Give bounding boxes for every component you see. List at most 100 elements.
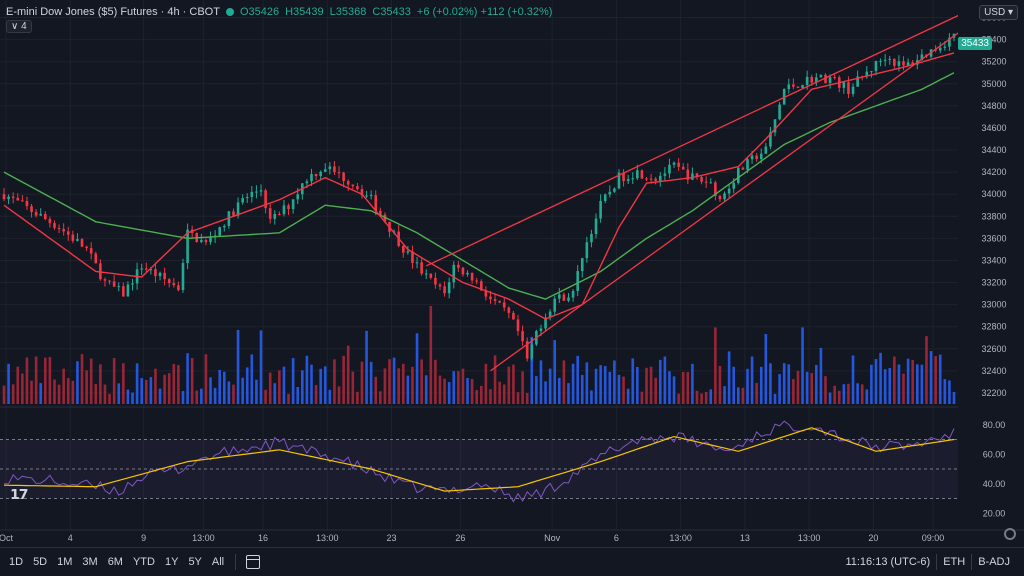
candle-body — [645, 178, 648, 180]
volume-bar — [837, 390, 841, 404]
candle-body — [172, 283, 176, 286]
ohlc-high: H35439 — [285, 6, 324, 18]
candle-body — [34, 212, 38, 216]
volume-bar — [342, 355, 345, 404]
session-toggle[interactable]: ETH — [943, 556, 966, 568]
volume-bar — [925, 336, 928, 404]
volume-bar — [732, 366, 736, 404]
candle-body — [521, 331, 524, 342]
candle-body — [562, 294, 566, 301]
volume-bar — [39, 383, 43, 404]
time-tick-label: 20 — [868, 533, 878, 543]
candle-body — [502, 302, 506, 308]
candle-body — [723, 193, 726, 200]
volume-bar — [759, 366, 763, 404]
volume-bar — [200, 388, 203, 404]
timeframe-button[interactable]: 1D — [9, 556, 24, 568]
rsi-pane — [0, 420, 958, 503]
candle-body — [99, 263, 102, 280]
candle-body — [383, 214, 387, 222]
volume-bar — [773, 393, 777, 404]
time-tick-label: 09:00 — [922, 533, 945, 543]
market-status-icon — [225, 8, 234, 16]
candle-body — [736, 167, 740, 183]
timeframe-button[interactable]: 5Y — [188, 556, 202, 568]
volume-bar — [443, 378, 446, 404]
candle-body — [117, 286, 121, 288]
volume-bar — [89, 358, 93, 404]
volume-bar — [94, 384, 98, 404]
candle-body — [218, 227, 222, 236]
price-tick-label: 34000 — [981, 189, 1006, 199]
volume-bar — [80, 354, 84, 404]
volume-bar — [268, 372, 272, 404]
volume-bar — [99, 364, 102, 404]
currency-button[interactable]: USD ▾ — [979, 5, 1018, 20]
adjustment-toggle[interactable]: B-ADJ — [978, 556, 1010, 568]
price-tick-label: 33000 — [981, 300, 1006, 310]
candle-body — [44, 214, 47, 219]
candle-body — [704, 181, 708, 183]
candle-body — [677, 162, 680, 167]
volume-bars — [2, 306, 956, 404]
candle-body — [553, 298, 557, 312]
volume-bar — [209, 377, 212, 404]
volume-bar — [888, 368, 892, 404]
candle-body — [769, 132, 772, 147]
timeframe-button[interactable]: 5D — [33, 556, 48, 568]
volume-bar — [323, 366, 327, 404]
candle-body — [278, 213, 281, 215]
candle-body — [893, 58, 896, 66]
volume-bar — [668, 371, 671, 404]
trendlines — [425, 2, 985, 372]
volume-bar — [328, 389, 332, 404]
candle-body — [342, 172, 345, 182]
bottom-toolbar: 1D 5D 1M 3M 6M YTD 1Y 5Y All 11:16:13 (UTC-6) ET… — [0, 547, 1024, 576]
timeframe-button[interactable]: 1M — [57, 556, 73, 568]
volume-bar — [810, 372, 814, 404]
candle-body — [847, 82, 850, 94]
volume-bar — [865, 389, 869, 404]
volume-bar — [167, 373, 171, 404]
timeframe-button[interactable]: 1Y — [164, 556, 179, 568]
candle-body — [369, 195, 373, 197]
candlesticks — [2, 33, 956, 362]
candle-body — [429, 273, 433, 278]
candle-body — [186, 229, 189, 264]
volume-bar — [902, 373, 905, 404]
volume-bar — [952, 392, 956, 404]
rsi-tick-label: 40.00 — [983, 479, 1006, 489]
rsi-line — [3, 420, 955, 503]
candle-body — [493, 299, 497, 301]
volume-bar — [603, 366, 607, 404]
volume-bar — [255, 379, 258, 404]
price-tick-label: 32400 — [981, 366, 1006, 376]
candle-body — [438, 284, 442, 287]
timeframe-button[interactable]: All — [211, 556, 225, 568]
timeframe-button[interactable]: 3M — [82, 556, 98, 568]
candle-body — [567, 297, 570, 301]
toolbar-divider — [235, 554, 237, 570]
volume-bar — [11, 384, 15, 404]
volume-bar — [736, 387, 740, 404]
volume-bar — [475, 390, 479, 404]
volume-bar — [727, 351, 731, 404]
indicator-collapse-button[interactable]: ∨ 4 — [6, 20, 32, 33]
candle-body — [282, 205, 286, 215]
symbol-title[interactable]: E-mini Dow Jones ($5) Futures · 4h · CBO… — [6, 6, 220, 18]
candle-body — [424, 273, 428, 275]
clock-time[interactable]: 11:16:13 (UTC-6) — [845, 556, 931, 568]
candle-body — [851, 86, 855, 94]
volume-bar — [333, 359, 336, 404]
volume-bar — [415, 333, 419, 404]
candle-body — [181, 263, 185, 291]
volume-bar — [938, 354, 942, 404]
candle-body — [718, 195, 722, 200]
volume-bar — [709, 389, 713, 404]
timeframe-button[interactable]: YTD — [132, 556, 155, 568]
settings-gear-icon[interactable] — [1004, 528, 1016, 540]
calendar-icon[interactable] — [246, 555, 261, 569]
timeframe-button[interactable]: 6M — [107, 556, 123, 568]
volume-bar — [681, 371, 685, 404]
